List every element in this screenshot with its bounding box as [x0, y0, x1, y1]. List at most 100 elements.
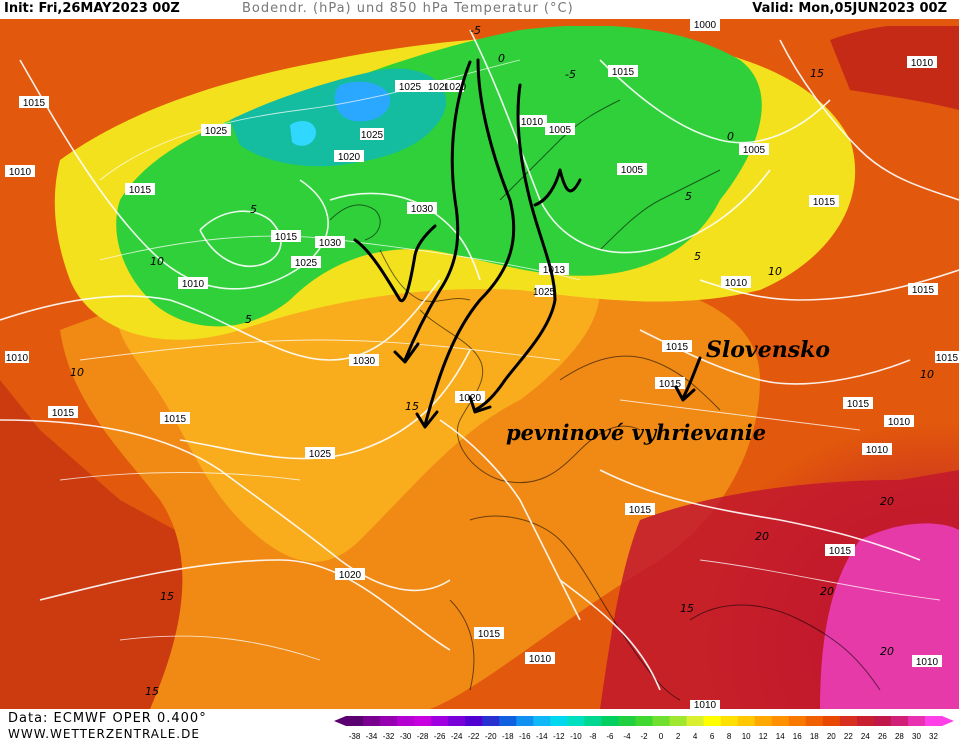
- isotherm-label: -5: [565, 68, 576, 81]
- isotherm-label: 20: [880, 495, 894, 508]
- arrow-scandinavia: [533, 168, 582, 207]
- chart-title: Bodendr. (hPa) und 850 hPa Temperatur (°…: [242, 1, 574, 16]
- svg-text:1010: 1010: [182, 279, 205, 290]
- init-time-label: Init: Fri,26MAY2023 00Z: [4, 1, 180, 16]
- colorbar-swatch: [533, 716, 551, 726]
- colorbar-swatch: [363, 716, 381, 726]
- colorbar-tick-label: -6: [606, 732, 614, 741]
- colorbar-swatch: [516, 716, 534, 726]
- map-header: Init: Fri,26MAY2023 00Z Bodendr. (hPa) u…: [0, 0, 959, 19]
- svg-text:1020: 1020: [339, 570, 362, 581]
- colorbar-tick-label: -28: [417, 732, 429, 741]
- arrow-head: [393, 342, 420, 364]
- colorbar-tick-label: -10: [570, 732, 582, 741]
- isobar-label: 1030: [407, 202, 437, 215]
- colorbar-swatch: [584, 716, 602, 726]
- colorbar-tick-label: 20: [827, 732, 836, 741]
- isotherm-label: 5: [685, 190, 692, 203]
- svg-text:1010: 1010: [9, 167, 32, 178]
- colorbar-swatch: [839, 716, 858, 726]
- svg-text:1015: 1015: [164, 414, 187, 425]
- isotherm-label: 15: [810, 67, 824, 80]
- svg-text:1015: 1015: [23, 98, 46, 109]
- colorbar-swatch: [890, 716, 909, 726]
- colorbar-tick-label: 12: [759, 732, 768, 741]
- svg-text:1020: 1020: [444, 82, 467, 93]
- svg-text:1025: 1025: [533, 287, 556, 298]
- arrow-zigzag: [353, 224, 437, 303]
- isobar-label: 1015: [19, 96, 49, 109]
- svg-text:1030: 1030: [319, 238, 342, 249]
- arrow-channel: [423, 58, 516, 427]
- isobar-label: 1010: [721, 276, 751, 289]
- svg-text:1005: 1005: [621, 165, 644, 176]
- cyan-cold-core: [334, 81, 391, 122]
- colorbar-arrow-left: [334, 716, 346, 726]
- isobar-label: 1025: [305, 447, 335, 460]
- svg-text:1015: 1015: [275, 232, 298, 243]
- colorbar-tick-label: -16: [519, 732, 531, 741]
- colorbar-tick-label: 28: [895, 732, 904, 741]
- isobar-label: 1005: [617, 163, 647, 176]
- colorbar-tick-label: -20: [485, 732, 497, 741]
- isobar-label: 1015: [935, 351, 959, 364]
- colorbar-tick-label: 26: [878, 732, 887, 741]
- isobar-label: 1010: [862, 443, 892, 456]
- isobar-label: 1025: [201, 124, 231, 137]
- colorbar-tick-label: -22: [468, 732, 480, 741]
- ne-warm-zone: [830, 23, 959, 110]
- colorbar-swatch: [414, 716, 432, 726]
- isotherm-label: 5: [250, 203, 257, 216]
- colorbar-swatch: [431, 716, 449, 726]
- isobar-label: 1010: [525, 652, 555, 665]
- hand-drawn-arrows: [353, 58, 702, 429]
- colorbar-tick-label: -14: [536, 732, 548, 741]
- weather-map: 1015 1010 1025 1015 1010 1020 1025 1025 …: [0, 19, 959, 709]
- svg-text:1030: 1030: [411, 204, 434, 215]
- website-label: WWW.WETTERZENTRALE.DE: [8, 727, 200, 741]
- cyan-cold-spot: [290, 120, 316, 146]
- colorbar-arrow-right: [942, 716, 954, 726]
- arrow-germany: [473, 83, 557, 412]
- colorbar-swatch: [856, 716, 875, 726]
- svg-text:1025: 1025: [399, 82, 422, 93]
- svg-text:1010: 1010: [694, 700, 717, 709]
- arrow-head: [415, 410, 439, 429]
- isotherm-label: 0: [498, 52, 505, 65]
- colorbar-tick-label: -12: [553, 732, 565, 741]
- svg-text:1015: 1015: [936, 353, 959, 364]
- colorbar-swatch: [754, 716, 773, 726]
- isobar-label: 1025: [395, 80, 425, 93]
- isobar-label: 1010: [907, 56, 937, 69]
- yellow-orange-zone: [117, 254, 600, 562]
- svg-text:1005: 1005: [743, 145, 766, 156]
- arrow-north-sea: [403, 60, 472, 362]
- colorbar-tick-label: 4: [693, 732, 698, 741]
- isobar-label: 1010: [517, 115, 547, 128]
- svg-text:1010: 1010: [521, 117, 544, 128]
- colorbar-swatch: [499, 716, 517, 726]
- colorbar-tick-label: -30: [400, 732, 412, 741]
- isotherm-label: 20: [820, 585, 834, 598]
- svg-text:1015: 1015: [129, 185, 152, 196]
- isotherm-label: 20: [755, 530, 769, 543]
- isobar-label: 1015: [809, 195, 839, 208]
- svg-text:1020: 1020: [338, 152, 361, 163]
- isobar-label: 1010: [178, 277, 208, 290]
- colorbar-tick-label: 24: [861, 732, 870, 741]
- isobar-label: 1020: [444, 80, 467, 93]
- colorbar-swatch: [635, 716, 654, 726]
- svg-text:1025: 1025: [309, 449, 332, 460]
- isobar-label: 1025: [291, 256, 321, 269]
- colorbar-swatch: [601, 716, 619, 726]
- svg-text:1015: 1015: [52, 408, 75, 419]
- isobar-label: 1015: [655, 377, 685, 390]
- isobar-label: 1015: [662, 340, 692, 353]
- colorbar-tick-label: -38: [349, 732, 361, 741]
- svg-text:1015: 1015: [912, 285, 935, 296]
- colorbar-swatch: [346, 716, 364, 726]
- colorbar-swatch: [550, 716, 568, 726]
- svg-text:1025: 1025: [361, 130, 384, 141]
- colorbar-swatch: [482, 716, 500, 726]
- colorbar-tick-label: 2: [676, 732, 681, 741]
